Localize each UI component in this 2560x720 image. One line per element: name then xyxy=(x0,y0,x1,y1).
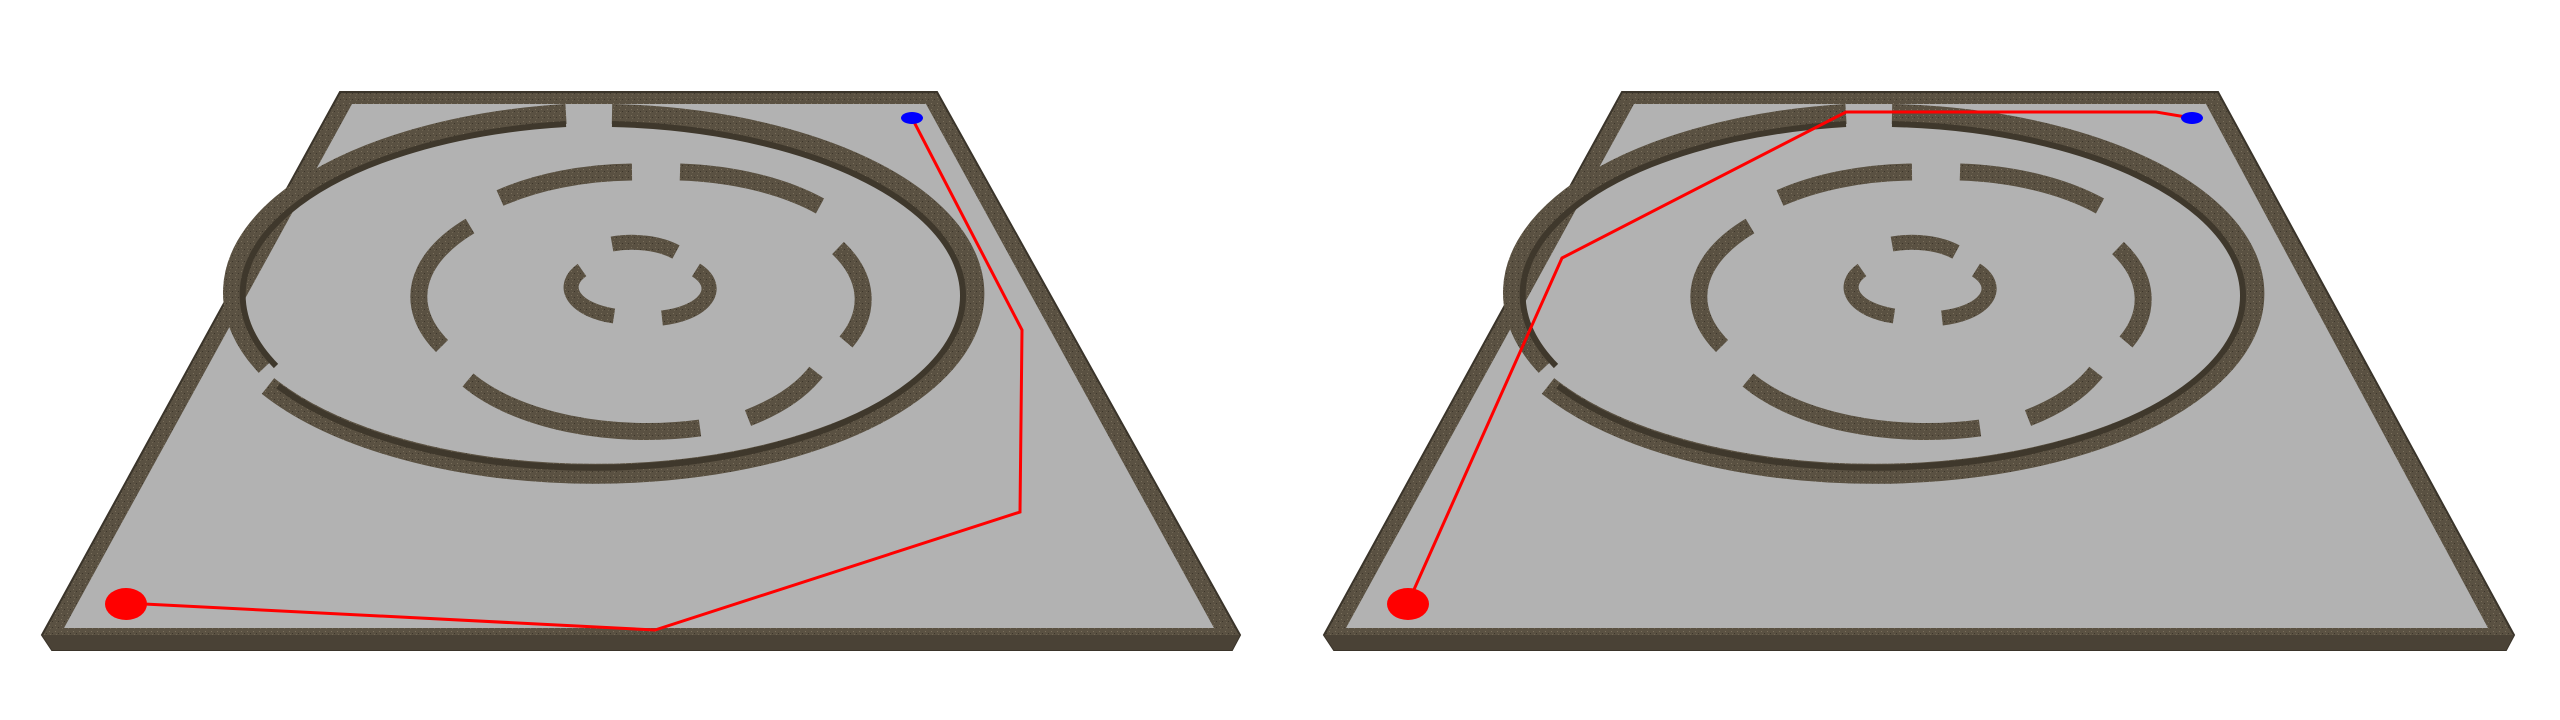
maze-scene-right xyxy=(1322,91,2516,651)
board-floor xyxy=(1346,104,2488,628)
start-marker xyxy=(105,588,147,620)
board-front-edge xyxy=(1324,635,2514,650)
planned-path xyxy=(124,117,1024,632)
outer-ring-wall-shadow xyxy=(1519,121,2246,471)
middle-ring-wall xyxy=(1690,163,2152,440)
middle-ring-wall xyxy=(410,163,872,440)
goal-marker xyxy=(2181,112,2203,124)
planned-path xyxy=(1406,110,2193,604)
goal-marker xyxy=(901,112,923,124)
outer-ring-wall xyxy=(222,104,985,484)
maze-view-left xyxy=(40,91,1242,651)
board-front-edge xyxy=(42,635,1240,650)
maze-view-right xyxy=(1280,0,2560,720)
inner-ring-wall xyxy=(563,234,717,326)
maze-scene-left xyxy=(40,91,1242,651)
outer-ring-wall-shadow xyxy=(239,121,966,471)
start-marker xyxy=(1387,588,1429,620)
board-floor xyxy=(64,104,1214,628)
outer-ring-wall xyxy=(1502,104,2265,484)
inner-ring-wall xyxy=(1843,234,1997,326)
